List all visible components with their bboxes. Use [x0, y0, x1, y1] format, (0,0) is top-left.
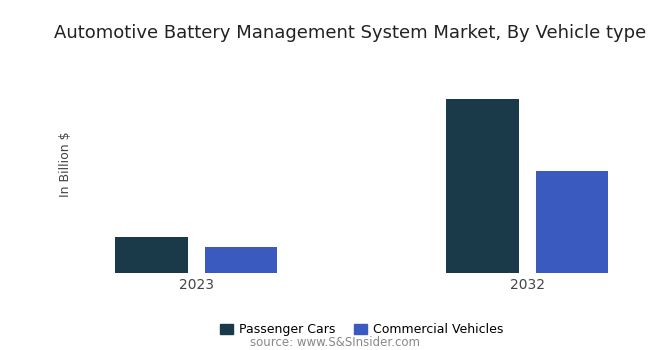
- Bar: [446, 99, 519, 273]
- Bar: [535, 171, 608, 273]
- Y-axis label: In Billion $: In Billion $: [59, 132, 72, 197]
- Text: source: www.S&SInsider.com: source: www.S&SInsider.com: [250, 336, 420, 350]
- Bar: [204, 247, 277, 273]
- Bar: [115, 237, 188, 273]
- Legend: Passenger Cars, Commercial Vehicles: Passenger Cars, Commercial Vehicles: [215, 318, 509, 341]
- Text: Automotive Battery Management System Market, By Vehicle type: Automotive Battery Management System Mar…: [54, 25, 646, 42]
